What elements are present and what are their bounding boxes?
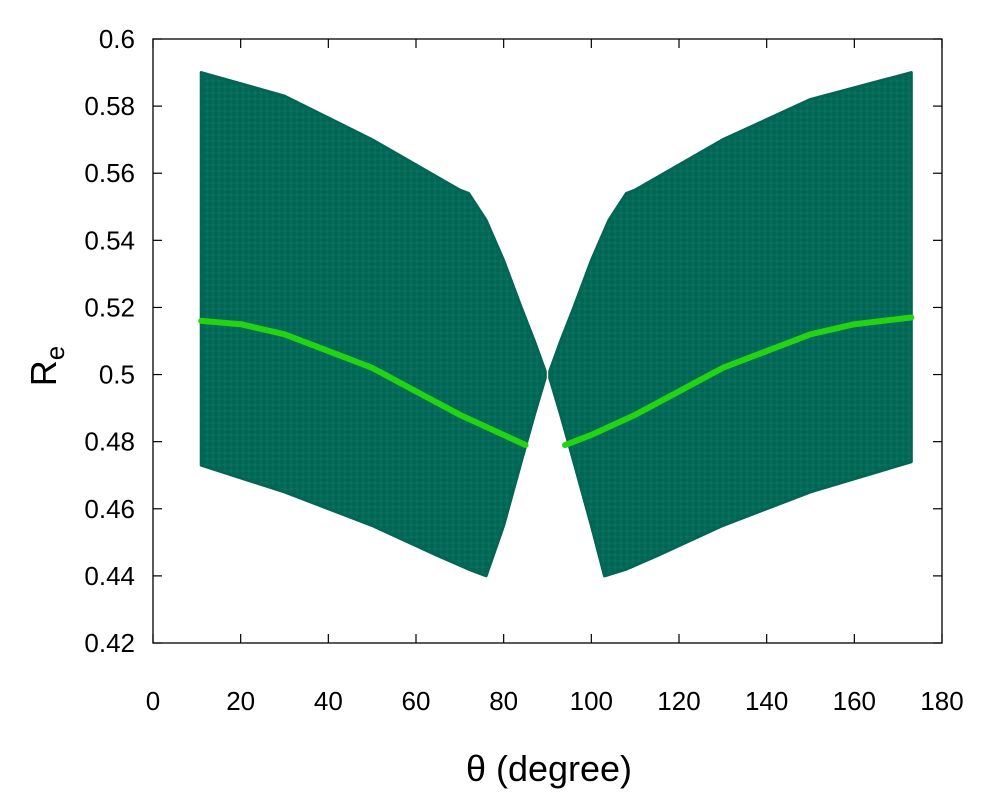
x-axis-label: θ (degree) xyxy=(466,748,632,789)
curve-left xyxy=(198,317,529,449)
x-tick-label: 180 xyxy=(920,686,963,716)
x-tick-labels: 0 20 40 60 80 100 120 140 160 180 xyxy=(146,686,964,716)
y-tick-label: 0.5 xyxy=(99,360,135,390)
x-tick-label: 100 xyxy=(570,686,613,716)
band-right xyxy=(548,71,913,578)
y-tick-label: 0.54 xyxy=(84,225,135,255)
central-curves xyxy=(198,314,915,449)
y-tick-label: 0.56 xyxy=(84,158,135,188)
x-tick-label: 20 xyxy=(226,686,255,716)
y-tick-label: 0.58 xyxy=(84,91,135,121)
curve-right xyxy=(562,314,915,449)
x-tick-label: 140 xyxy=(745,686,788,716)
x-tick-label: 120 xyxy=(657,686,700,716)
x-tick-label: 40 xyxy=(314,686,343,716)
y-axis-label: Re xyxy=(23,346,70,386)
y-tick-labels: 0.42 0.44 0.46 0.48 0.5 0.52 0.54 0.56 0.58 0.6 xyxy=(84,24,135,658)
y-tick-label: 0.44 xyxy=(84,561,135,591)
y-tick-label: 0.42 xyxy=(84,628,135,658)
y-tick-label: 0.46 xyxy=(84,494,135,524)
y-axis-label-subscript: e xyxy=(40,346,70,360)
band-left xyxy=(199,71,547,578)
scatter-bands xyxy=(199,71,913,578)
x-tick-label: 160 xyxy=(833,686,876,716)
x-tick-label: 60 xyxy=(402,686,431,716)
x-tick-label: 80 xyxy=(489,686,518,716)
y-axis-label-main: R xyxy=(23,360,64,386)
y-tick-label: 0.6 xyxy=(99,24,135,54)
y-tick-label: 0.52 xyxy=(84,292,135,322)
axis-ticks xyxy=(152,38,943,644)
plot-frame xyxy=(152,38,943,644)
y-tick-label: 0.48 xyxy=(84,427,135,457)
x-tick-label: 0 xyxy=(146,686,160,716)
